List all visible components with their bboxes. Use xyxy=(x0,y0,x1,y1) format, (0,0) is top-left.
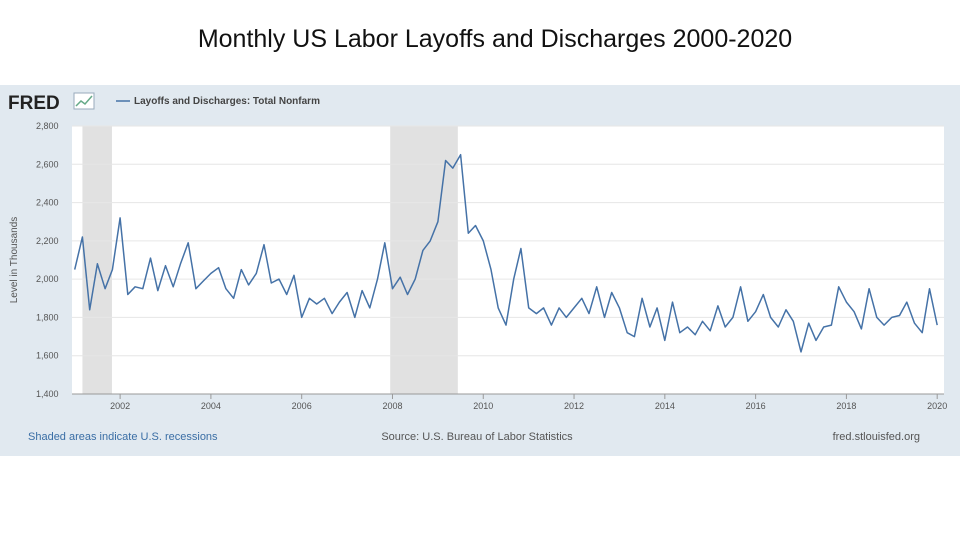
x-tick-label: 2016 xyxy=(746,401,766,411)
series-line xyxy=(73,153,938,353)
logo-icon-line xyxy=(75,95,93,107)
x-tick-label: 2014 xyxy=(655,401,675,411)
x-tick-label: 2018 xyxy=(836,401,856,411)
source-note: Source: U.S. Bureau of Labor Statistics xyxy=(381,431,573,443)
fred-logo: FRED xyxy=(8,93,60,114)
x-tick-label: 2002 xyxy=(110,401,130,411)
y-tick-label: 2,600 xyxy=(36,159,59,169)
x-tick-label: 2010 xyxy=(473,401,493,411)
recession-note: Shaded areas indicate U.S. recessions xyxy=(28,431,218,443)
x-tick-label: 2006 xyxy=(292,401,312,411)
y-tick-label: 1,400 xyxy=(36,389,59,399)
legend-label: Layoffs and Discharges: Total Nonfarm xyxy=(134,96,320,107)
y-tick-label: 2,400 xyxy=(36,198,59,208)
y-tick-label: 2,000 xyxy=(36,274,59,284)
x-tick-label: 2012 xyxy=(564,401,584,411)
plot-area xyxy=(72,126,944,394)
y-axis-label: Level in Thousands xyxy=(9,217,20,304)
y-tick-label: 2,200 xyxy=(36,236,59,246)
recession-band xyxy=(82,126,112,394)
y-tick-label: 2,800 xyxy=(36,121,59,131)
logo-icon xyxy=(73,92,95,110)
x-tick-label: 2008 xyxy=(382,401,402,411)
site-note: fred.stlouisfed.org xyxy=(833,431,920,443)
x-tick-label: 2020 xyxy=(927,401,947,411)
slide-title: Monthly US Labor Layoffs and Discharges … xyxy=(198,25,792,53)
plot-layer: 1,400 1,600 1,800 2,000 2,200 2,400 2,600 2,800… xyxy=(36,121,947,411)
x-tick-label: 2004 xyxy=(201,401,221,411)
y-tick-label: 1,800 xyxy=(36,312,59,322)
recession-band xyxy=(390,126,458,394)
y-tick-label: 1,600 xyxy=(36,351,59,361)
